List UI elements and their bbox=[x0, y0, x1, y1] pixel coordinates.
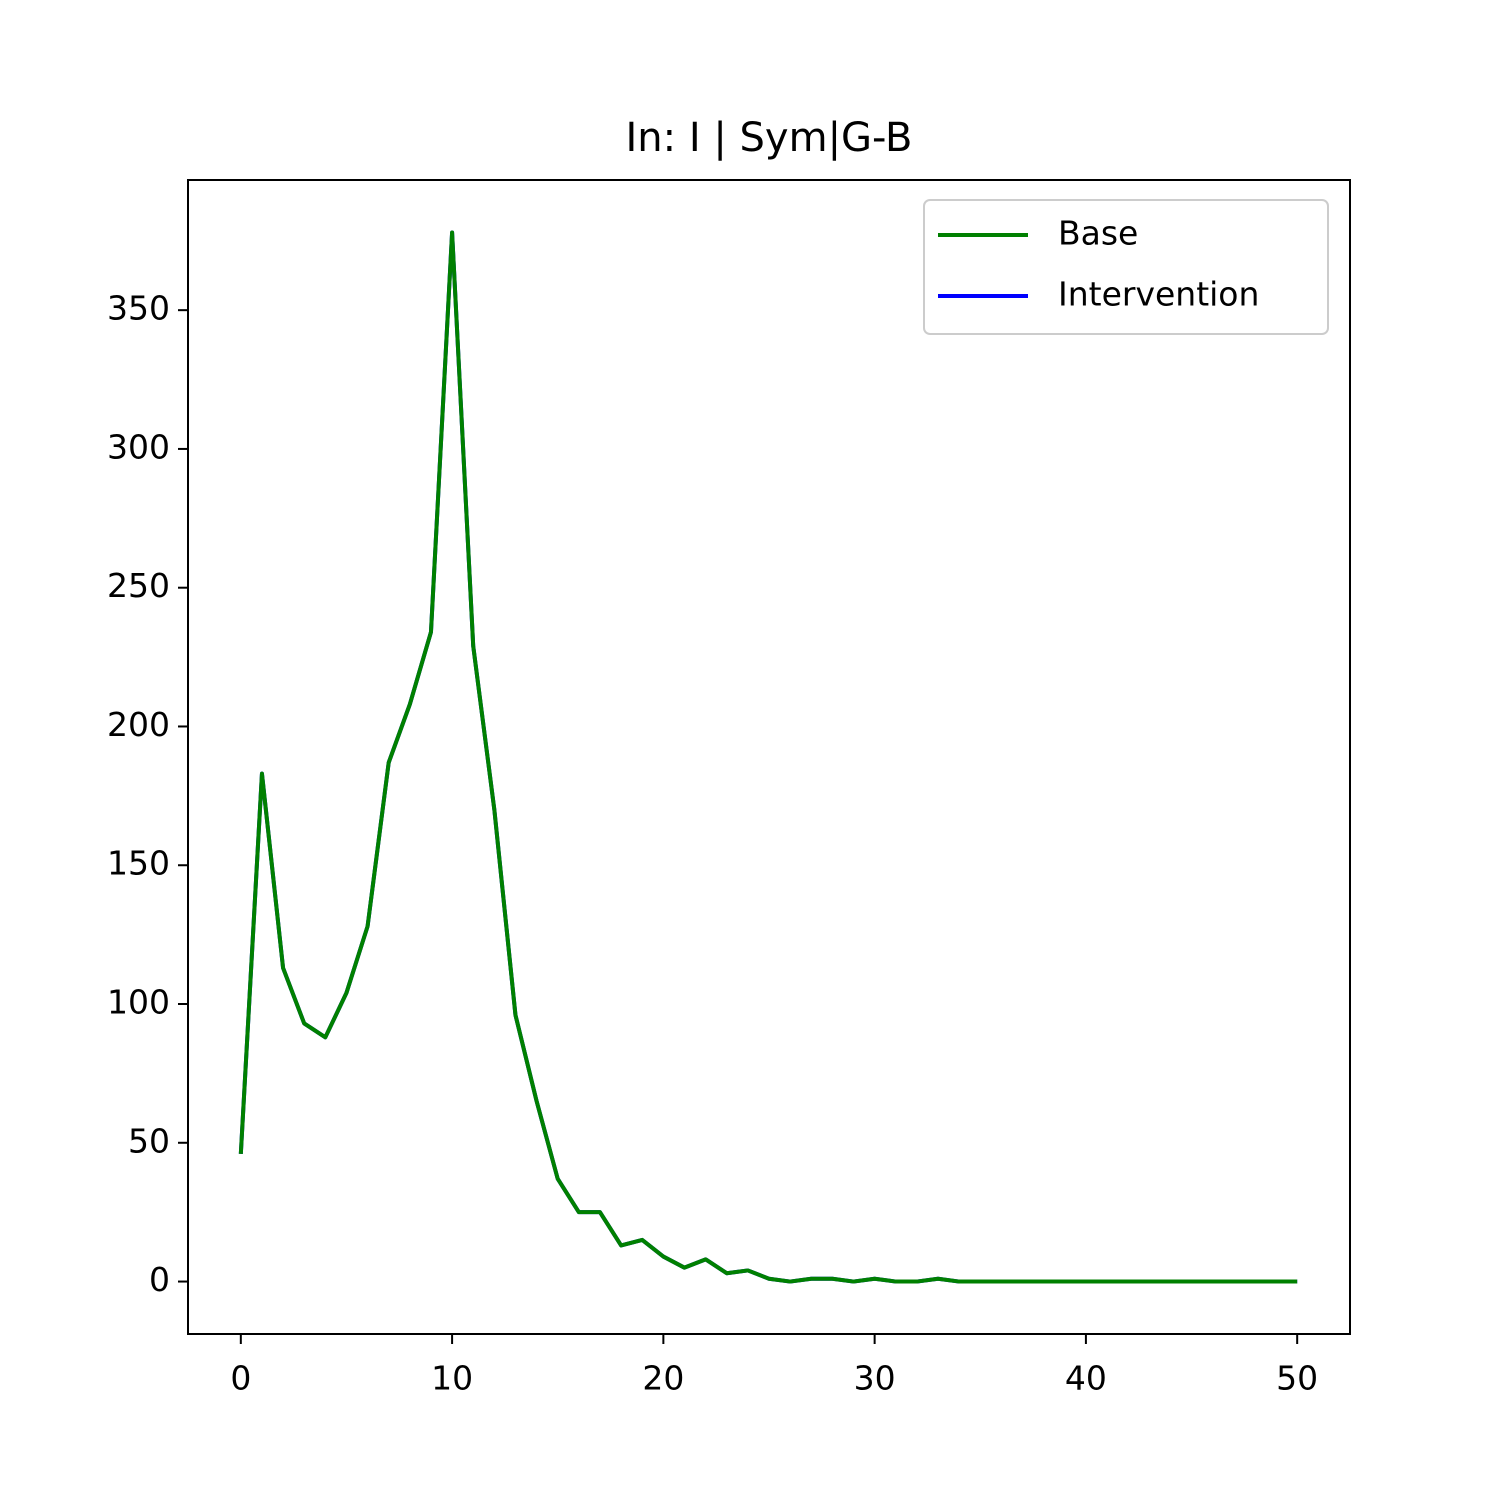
x-tick-label: 0 bbox=[230, 1359, 251, 1398]
y-tick-label: 100 bbox=[107, 983, 170, 1022]
line-series bbox=[238, 230, 1298, 1284]
y-tick-label: 300 bbox=[107, 427, 170, 466]
y-tick-label: 50 bbox=[128, 1121, 170, 1160]
legend-label: Intervention bbox=[1058, 275, 1259, 314]
x-tick-label: 20 bbox=[642, 1359, 684, 1398]
legend: Base Intervention bbox=[923, 199, 1329, 335]
x-tick-label: 10 bbox=[431, 1359, 473, 1398]
chart-title: In: I | Sym|G-B bbox=[626, 115, 913, 161]
x-tick-label: 30 bbox=[854, 1359, 896, 1398]
plot-frame bbox=[187, 179, 1351, 1335]
x-tick-label: 40 bbox=[1065, 1359, 1107, 1398]
y-tick-label: 0 bbox=[149, 1260, 170, 1299]
x-tick-label: 50 bbox=[1276, 1359, 1318, 1398]
legend-label: Base bbox=[1058, 214, 1138, 253]
y-tick-label: 150 bbox=[107, 844, 170, 883]
y-tick-label: 250 bbox=[107, 566, 170, 605]
y-tick-label: 200 bbox=[107, 705, 170, 744]
y-tick-label: 350 bbox=[107, 289, 170, 328]
